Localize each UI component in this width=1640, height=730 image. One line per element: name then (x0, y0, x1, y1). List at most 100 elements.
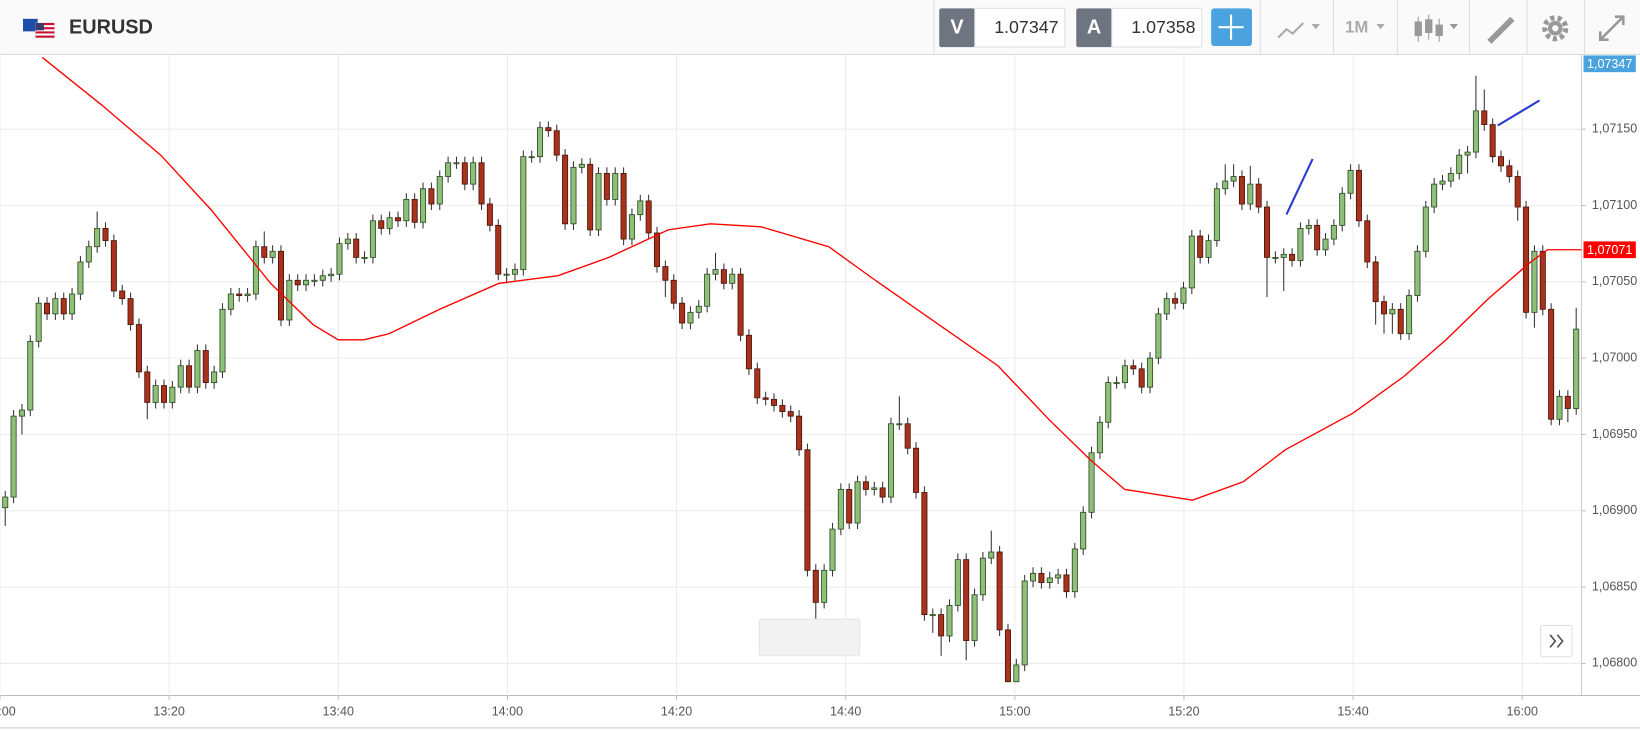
candle-body (545, 127, 552, 132)
candle-body (1180, 287, 1187, 304)
candle-body (194, 350, 201, 388)
price-marker-label: 1,07347 (1587, 57, 1632, 71)
candle-body (570, 166, 577, 225)
candle-body (495, 224, 502, 275)
candle-body (394, 217, 401, 222)
candle-body (971, 594, 978, 641)
candle-body (1481, 110, 1488, 126)
x-tick-label: 13:40 (323, 705, 354, 719)
candle-body (1406, 295, 1413, 335)
trend-line[interactable] (1285, 158, 1314, 215)
candle-body (236, 293, 243, 296)
trend-line[interactable] (1497, 99, 1541, 127)
candle-body (94, 227, 101, 248)
candle-body (1004, 629, 1011, 683)
bid-button[interactable] (939, 8, 975, 48)
timeframe[interactable]: 1M (1345, 18, 1368, 37)
candle-body (144, 371, 151, 403)
candle-body (1489, 124, 1496, 158)
candle-body (896, 423, 903, 426)
candle-body (1305, 224, 1312, 229)
candle-body (1147, 357, 1154, 388)
candle-body (1155, 313, 1162, 359)
candle-body (595, 173, 602, 231)
candle-body (369, 220, 376, 258)
candle-body (277, 250, 284, 321)
y-tick-label: 1,06800 (1592, 656, 1637, 670)
candle-body (1088, 452, 1095, 513)
candle-body (637, 200, 644, 216)
candle-body (704, 273, 711, 307)
candle-body (796, 415, 803, 451)
candle-body (1380, 301, 1388, 315)
bid-price: 1.07347 (994, 17, 1058, 37)
candle-body (1105, 382, 1112, 423)
candle-type-button[interactable] (1414, 14, 1459, 42)
candle-body (169, 386, 176, 403)
candle-body (453, 162, 460, 165)
plot-area (2, 56, 1582, 683)
candle-body (1355, 169, 1362, 222)
candle-body (77, 261, 84, 295)
candle-body (403, 198, 410, 222)
chart-type-button[interactable] (1277, 22, 1320, 39)
candle-body (1539, 250, 1546, 310)
candle-body (737, 273, 744, 336)
candle-body (1213, 188, 1220, 242)
candle-body (1021, 580, 1028, 666)
candle-body (587, 163, 594, 231)
x-tick-label: 16:00 (1507, 705, 1538, 719)
overlay: 1,07347 1,07071 (758, 55, 1636, 658)
candle-body (879, 487, 886, 498)
candle-body (227, 293, 234, 310)
candle-body (60, 298, 67, 315)
candle-body (770, 398, 778, 406)
candle-body (754, 368, 761, 399)
bid-label: V (950, 16, 964, 38)
candle-body (779, 405, 786, 412)
candle-body (18, 409, 25, 417)
timeframe-caret (1376, 24, 1385, 30)
candle-body (119, 290, 126, 300)
candle-body (286, 279, 293, 321)
candle-body (311, 279, 318, 282)
candle-body (386, 217, 393, 229)
settings-button[interactable] (1542, 15, 1569, 42)
bid-box (974, 7, 1066, 48)
candle-body (411, 198, 418, 223)
expand-button[interactable] (1598, 15, 1625, 42)
candle-body (904, 423, 911, 449)
candle-body (628, 214, 635, 240)
candle-body (1046, 577, 1053, 583)
candle-body (1330, 224, 1337, 240)
candle-body (361, 256, 368, 259)
ask-button[interactable] (1076, 8, 1112, 48)
candle-body (654, 232, 661, 267)
candle-body (1113, 382, 1120, 385)
candle-body (1096, 421, 1103, 454)
y-tick-label: 1,06900 (1592, 503, 1637, 517)
candle-body (252, 246, 259, 295)
candle-body (269, 250, 276, 258)
y-tick-label: 1,07050 (1592, 274, 1637, 288)
candle-body (211, 371, 218, 383)
candle-body (988, 551, 995, 559)
candle-body (620, 173, 627, 240)
candle-body (1397, 308, 1404, 335)
candle-body (954, 559, 961, 606)
candle-body (135, 324, 142, 373)
candle-body (578, 163, 585, 168)
ask-box (1111, 7, 1203, 48)
candle-body (2, 496, 9, 509)
candle-body (612, 173, 619, 200)
draw-tool-button[interactable] (1485, 16, 1515, 44)
candle-body (846, 488, 853, 524)
candle-body (662, 266, 669, 281)
x-tick-label: 14:40 (830, 705, 861, 719)
candle-body (829, 528, 836, 571)
candle-body (812, 569, 819, 603)
candle-body (85, 246, 92, 263)
candle-body (186, 365, 193, 388)
candle-body (804, 449, 811, 571)
